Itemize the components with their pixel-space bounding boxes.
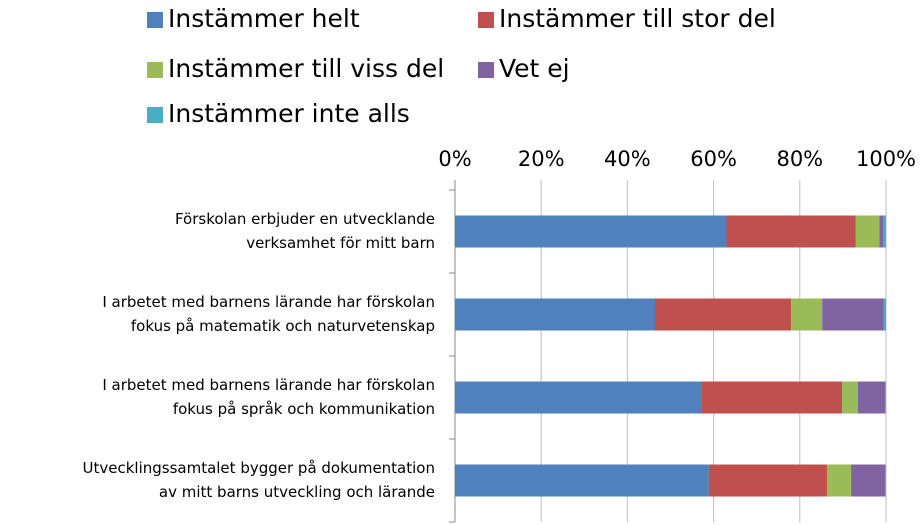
x-tick-label: 40%: [604, 147, 651, 171]
bar-segment: [826, 464, 852, 497]
x-tick-label: 60%: [690, 147, 737, 171]
category-label: Förskolan erbjuder en utvecklande: [175, 210, 435, 228]
bar-segment: [708, 464, 827, 497]
bar-segment: [882, 215, 886, 248]
bar-segment: [851, 464, 886, 497]
x-tick-label: 100%: [856, 147, 916, 171]
category-label: fokus på matematik och naturvetenskap: [131, 317, 435, 335]
bar-segment: [791, 298, 823, 331]
legend-swatch: [478, 62, 494, 78]
legend-swatch: [478, 12, 494, 28]
bar-segment: [857, 381, 886, 414]
category-label: I arbetet med barnens lärande har försko…: [102, 293, 435, 311]
category-label: verksamhet för mitt barn: [246, 234, 435, 252]
bar-segment: [654, 298, 792, 331]
bar-segment: [855, 215, 880, 248]
bar-segment: [885, 464, 886, 497]
legend-swatch: [147, 107, 163, 123]
legend-label: Instämmer till viss del: [168, 54, 444, 83]
bar-segment: [879, 215, 883, 248]
bar-segment: [701, 381, 843, 414]
bar-segment: [726, 215, 856, 248]
bar-segment: [455, 381, 702, 414]
bar-segment: [455, 215, 727, 248]
bar-segment: [455, 464, 709, 497]
bar-segment: [883, 298, 886, 331]
x-tick-label: 80%: [776, 147, 823, 171]
bar-segment: [885, 381, 886, 414]
x-tick-label: 20%: [518, 147, 565, 171]
legend-swatch: [147, 62, 163, 78]
x-tick-label: 0%: [438, 147, 471, 171]
legend-label: Instämmer inte alls: [168, 99, 410, 128]
category-label: I arbetet med barnens lärande har försko…: [102, 376, 435, 394]
legend-label: Vet ej: [499, 54, 570, 83]
bar-segment: [842, 381, 858, 414]
legend-label: Instämmer till stor del: [499, 4, 776, 33]
legend-label: Instämmer helt: [168, 4, 360, 33]
bar-segment: [822, 298, 884, 331]
bar-segment: [455, 298, 655, 331]
category-label: av mitt barns utveckling och lärande: [159, 483, 435, 501]
category-label: fokus på språk och kommunikation: [173, 400, 435, 418]
legend-swatch: [147, 12, 163, 28]
category-label: Utvecklingssamtalet bygger på dokumentat…: [83, 459, 436, 477]
